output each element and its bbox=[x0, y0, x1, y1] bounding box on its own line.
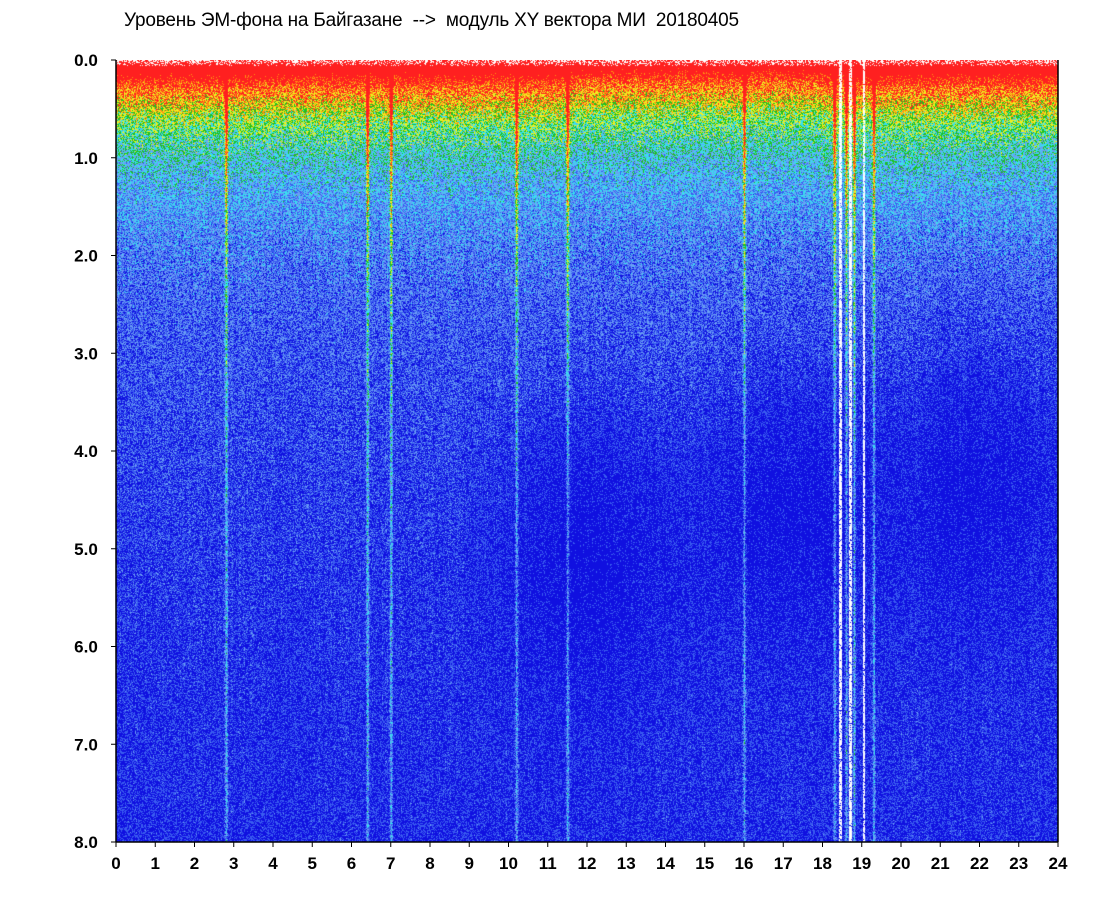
x-tick-label: 19 bbox=[852, 854, 871, 873]
y-tick-label: 4.0 bbox=[74, 442, 98, 461]
x-tick-label: 12 bbox=[578, 854, 597, 873]
x-tick-label: 18 bbox=[813, 854, 832, 873]
x-tick-label: 3 bbox=[229, 854, 238, 873]
x-tick-label: 9 bbox=[465, 854, 474, 873]
x-tick-label: 8 bbox=[425, 854, 434, 873]
x-tick-label: 17 bbox=[774, 854, 793, 873]
y-axis: 0.0 1.0 2.0 3.0 4.0 5.0 6.0 7.0 8.0 bbox=[74, 51, 116, 852]
x-tick-label: 4 bbox=[268, 854, 278, 873]
y-tick-label: 5.0 bbox=[74, 540, 98, 559]
y-tick-label: 3.0 bbox=[74, 344, 98, 363]
x-tick-label: 16 bbox=[735, 854, 754, 873]
x-tick-label: 14 bbox=[656, 854, 675, 873]
plot-area bbox=[116, 60, 1058, 842]
x-tick-label: 11 bbox=[539, 854, 557, 873]
y-tick-label: 2.0 bbox=[74, 247, 98, 266]
x-tick-label: 6 bbox=[347, 854, 356, 873]
x-tick-label: 21 bbox=[931, 854, 950, 873]
x-tick-label: 10 bbox=[499, 854, 518, 873]
x-tick-label: 24 bbox=[1049, 854, 1068, 873]
chart-title: Уровень ЭМ-фона на Байгазане --> модуль … bbox=[124, 10, 739, 31]
x-tick-label: 2 bbox=[190, 854, 199, 873]
y-tick-label: 1.0 bbox=[74, 149, 98, 168]
heatmap-image bbox=[116, 60, 1058, 842]
x-tick-label: 15 bbox=[695, 854, 714, 873]
x-tick-label: 0 bbox=[111, 854, 120, 873]
x-tick-label: 20 bbox=[892, 854, 911, 873]
x-tick-label: 5 bbox=[308, 854, 317, 873]
x-axis: 0 1 2 3 4 5 6 7 8 9 10 11 12 13 14 15 16 17 18 19 20 21 22 23 24 bbox=[111, 842, 1068, 873]
x-tick-label: 1 bbox=[151, 854, 160, 873]
x-tick-label: 23 bbox=[1009, 854, 1028, 873]
x-tick-label: 22 bbox=[970, 854, 989, 873]
y-tick-label: 6.0 bbox=[74, 638, 98, 657]
y-tick-label: 0.0 bbox=[74, 51, 98, 70]
y-tick-label: 7.0 bbox=[74, 735, 98, 754]
y-tick-label: 8.0 bbox=[74, 833, 98, 852]
x-tick-label: 13 bbox=[617, 854, 636, 873]
x-tick-label: 7 bbox=[386, 854, 395, 873]
